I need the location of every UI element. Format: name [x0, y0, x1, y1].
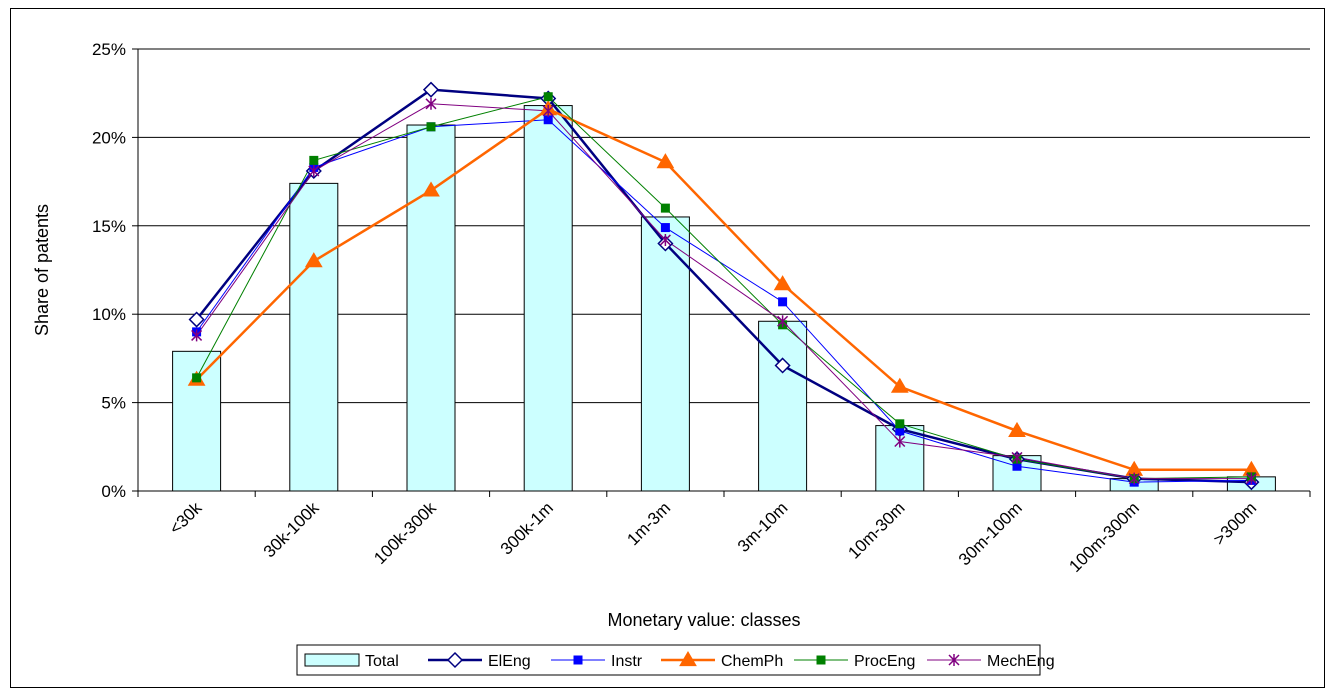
y-tick-label: 0% [101, 482, 126, 501]
y-tick-label: 15% [92, 217, 126, 236]
bar-total [172, 350, 222, 492]
point-chemph [304, 252, 323, 268]
point-mecheng [308, 164, 320, 177]
point-chemph [1008, 421, 1026, 437]
legend-label-instr: Instr [611, 653, 643, 670]
x-tick-label: 3m-10m [734, 498, 792, 556]
point-instr [778, 297, 788, 307]
legend-marker-instr [573, 655, 583, 665]
y-axis-title: Share of patents [32, 204, 52, 336]
bar-total [523, 105, 573, 492]
point-chemph [773, 275, 792, 291]
legend-label-chemph: ChemPh [721, 653, 783, 670]
point-mecheng [191, 329, 203, 342]
series-line-proceng [196, 96, 1252, 480]
point-eleng [422, 81, 440, 98]
legend-marker-chemph [679, 651, 697, 667]
point-proceng [309, 155, 319, 165]
series-line-mecheng [196, 103, 1252, 480]
x-tick-label: 100k-300k [370, 498, 440, 568]
legend-label-mecheng: MechEng [987, 653, 1055, 670]
point-chemph [890, 377, 909, 393]
point-proceng [192, 373, 202, 383]
point-proceng [426, 122, 436, 132]
bar-total [289, 182, 339, 492]
point-mecheng [542, 104, 554, 117]
series-line-chemph [195, 107, 1252, 472]
legend-label-eleng: ElEng [488, 653, 531, 670]
y-tick-label: 25% [92, 40, 126, 59]
legend-label-total: Total [365, 653, 399, 670]
point-mecheng [1245, 472, 1257, 485]
legend-marker-mecheng [948, 654, 960, 666]
x-tick-label: 30m-100m [955, 498, 1026, 569]
x-tick-label: >300m [1210, 498, 1261, 549]
point-mecheng [1011, 451, 1023, 464]
point-mecheng [777, 315, 789, 328]
point-mecheng [894, 435, 906, 448]
point-mecheng [425, 97, 437, 110]
point-instr [543, 115, 553, 125]
x-tick-label: 100m-300m [1065, 498, 1143, 576]
point-mecheng [659, 233, 671, 246]
legend-marker-eleng [446, 651, 464, 669]
legend-label-proceng: ProcEng [854, 653, 915, 670]
y-tick-label: 20% [92, 128, 126, 147]
x-tick-label: 1m-3m [623, 498, 674, 549]
bar-total [640, 216, 690, 492]
y-tick-label: 10% [92, 305, 126, 324]
point-instr [660, 223, 670, 233]
point-chemph [422, 181, 440, 197]
point-mecheng [1128, 472, 1140, 485]
x-axis-title: Monetary value: classes [607, 610, 800, 630]
y-tick-label: 5% [101, 394, 126, 413]
series-line-instr [196, 119, 1252, 483]
point-proceng [895, 419, 905, 429]
x-tick-label: <30k [166, 498, 206, 538]
legend-swatch-total [304, 653, 360, 667]
point-eleng [188, 311, 205, 328]
point-proceng [543, 92, 553, 102]
legend-marker-proceng [816, 655, 826, 665]
x-tick-label: 30k-100k [260, 498, 323, 561]
point-eleng [774, 357, 791, 374]
point-chemph [656, 153, 675, 169]
point-proceng [660, 203, 670, 213]
x-tick-label: 300k-1m [497, 498, 557, 558]
x-tick-label: 10m-30m [844, 498, 908, 562]
